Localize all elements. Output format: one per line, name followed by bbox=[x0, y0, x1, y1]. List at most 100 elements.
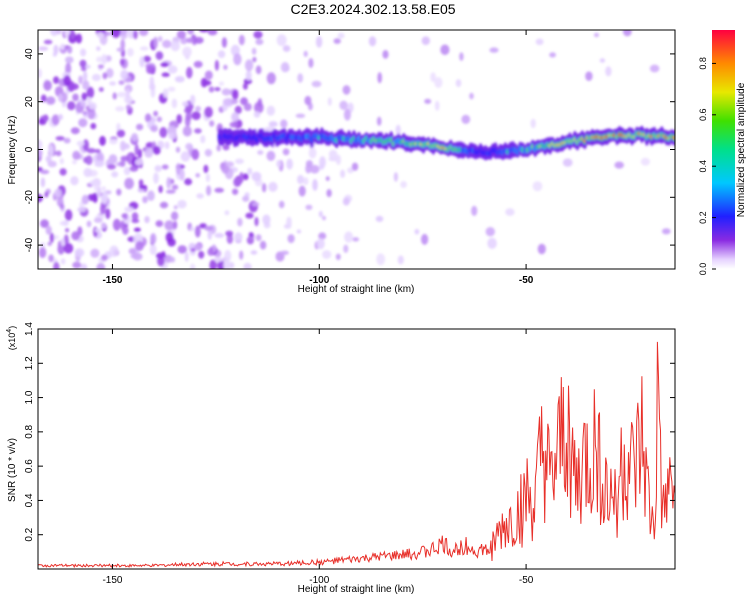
noise-blob bbox=[455, 79, 462, 88]
noise-blob bbox=[59, 157, 64, 165]
noise-blob bbox=[65, 62, 72, 75]
noise-blob bbox=[93, 217, 103, 223]
noise-blob bbox=[226, 233, 234, 244]
noise-blob bbox=[337, 32, 345, 39]
noise-blob bbox=[280, 250, 289, 255]
noise-blob bbox=[340, 169, 346, 178]
noise-blob bbox=[162, 88, 169, 98]
noise-blob bbox=[505, 208, 515, 216]
noise-blob bbox=[214, 59, 219, 71]
noise-blob bbox=[98, 87, 104, 92]
noise-blob bbox=[71, 231, 80, 241]
noise-blob bbox=[131, 212, 139, 221]
spectrogram-ylabel: Frequency (Hz) bbox=[7, 116, 18, 185]
noise-blob bbox=[158, 185, 163, 194]
noise-blob bbox=[282, 148, 290, 156]
noise-blob bbox=[82, 139, 90, 152]
noise-blob bbox=[298, 185, 306, 197]
noise-blob bbox=[96, 46, 101, 51]
noise-blob bbox=[335, 253, 341, 260]
noise-blob bbox=[153, 110, 159, 117]
noise-blob bbox=[266, 150, 276, 161]
noise-blob bbox=[38, 148, 43, 158]
noise-blob bbox=[661, 228, 671, 235]
noise-blob bbox=[138, 30, 149, 36]
noise-blob bbox=[649, 64, 660, 73]
noise-blob bbox=[316, 238, 325, 250]
noise-blob bbox=[191, 111, 201, 120]
noise-blob bbox=[282, 45, 291, 52]
noise-blob bbox=[40, 169, 50, 175]
noise-blob bbox=[72, 150, 81, 160]
noise-blob bbox=[308, 147, 317, 159]
noise-blob bbox=[393, 172, 398, 182]
noise-blob bbox=[268, 121, 278, 128]
noise-blob bbox=[100, 222, 107, 229]
noise-blob bbox=[243, 173, 249, 181]
noise-blob bbox=[173, 205, 178, 210]
noise-blob bbox=[268, 181, 278, 192]
noise-blob bbox=[96, 32, 105, 39]
noise-blob bbox=[74, 248, 85, 257]
colorbar-gradient bbox=[712, 30, 735, 269]
noise-blob bbox=[155, 51, 164, 60]
noise-blob bbox=[243, 262, 252, 269]
snr-xtick-label: -50 bbox=[519, 575, 534, 586]
snr-axes: -150 -100 -50 0.2 0.4 0.6 0.8 1.0 1.2 1.4 bbox=[24, 322, 675, 586]
snr-ytick-label: 0.2 bbox=[24, 527, 35, 541]
noise-blob bbox=[223, 260, 231, 269]
snr-frame bbox=[37, 328, 676, 570]
noise-blob bbox=[327, 97, 332, 106]
noise-blob bbox=[216, 144, 221, 152]
noise-blob bbox=[97, 64, 105, 69]
noise-blob bbox=[53, 44, 59, 55]
noise-blob bbox=[129, 165, 139, 172]
noise-blob bbox=[253, 30, 263, 39]
noise-blob bbox=[328, 149, 338, 159]
noise-blob bbox=[120, 69, 129, 80]
noise-blob bbox=[48, 254, 54, 263]
noise-blob bbox=[124, 177, 134, 190]
noise-blob bbox=[251, 171, 262, 182]
noise-blob bbox=[173, 220, 178, 230]
noise-blob bbox=[186, 66, 193, 79]
noise-blob bbox=[120, 140, 126, 152]
noise-blob bbox=[70, 30, 75, 39]
noise-blob bbox=[45, 225, 52, 235]
noise-blob bbox=[318, 164, 325, 170]
noise-blob bbox=[199, 30, 209, 33]
noise-blob bbox=[222, 98, 232, 106]
noise-blob bbox=[311, 80, 322, 88]
noise-blob bbox=[397, 255, 404, 265]
noise-blob bbox=[461, 114, 471, 124]
noise-blob bbox=[64, 209, 73, 221]
noise-blob bbox=[190, 247, 196, 253]
noise-blob bbox=[214, 187, 224, 193]
noise-blob bbox=[38, 68, 42, 79]
noise-blob bbox=[65, 228, 70, 233]
noise-blob bbox=[266, 105, 275, 116]
noise-blob bbox=[532, 181, 543, 192]
noise-blob bbox=[94, 228, 101, 233]
noise-blob bbox=[224, 249, 232, 262]
noise-blob bbox=[38, 139, 43, 150]
spectrogram-xtick-label: -100 bbox=[309, 275, 329, 286]
noise-blob bbox=[255, 234, 262, 242]
noise-blob bbox=[247, 167, 253, 175]
noise-blob bbox=[86, 86, 95, 99]
noise-blob bbox=[139, 46, 149, 51]
noise-blob bbox=[193, 60, 203, 68]
noise-blob bbox=[238, 34, 245, 46]
noise-blob bbox=[78, 75, 83, 85]
noise-blob bbox=[214, 87, 221, 92]
noise-blob bbox=[80, 48, 87, 57]
noise-blob bbox=[224, 210, 230, 216]
noise-blob bbox=[459, 52, 464, 61]
noise-blob bbox=[204, 70, 213, 80]
noise-blob bbox=[194, 36, 204, 44]
noise-blob bbox=[255, 65, 262, 75]
noise-blob bbox=[60, 258, 66, 265]
noise-blob bbox=[214, 233, 225, 238]
noise-blob bbox=[59, 220, 69, 226]
noise-blob bbox=[167, 86, 176, 92]
